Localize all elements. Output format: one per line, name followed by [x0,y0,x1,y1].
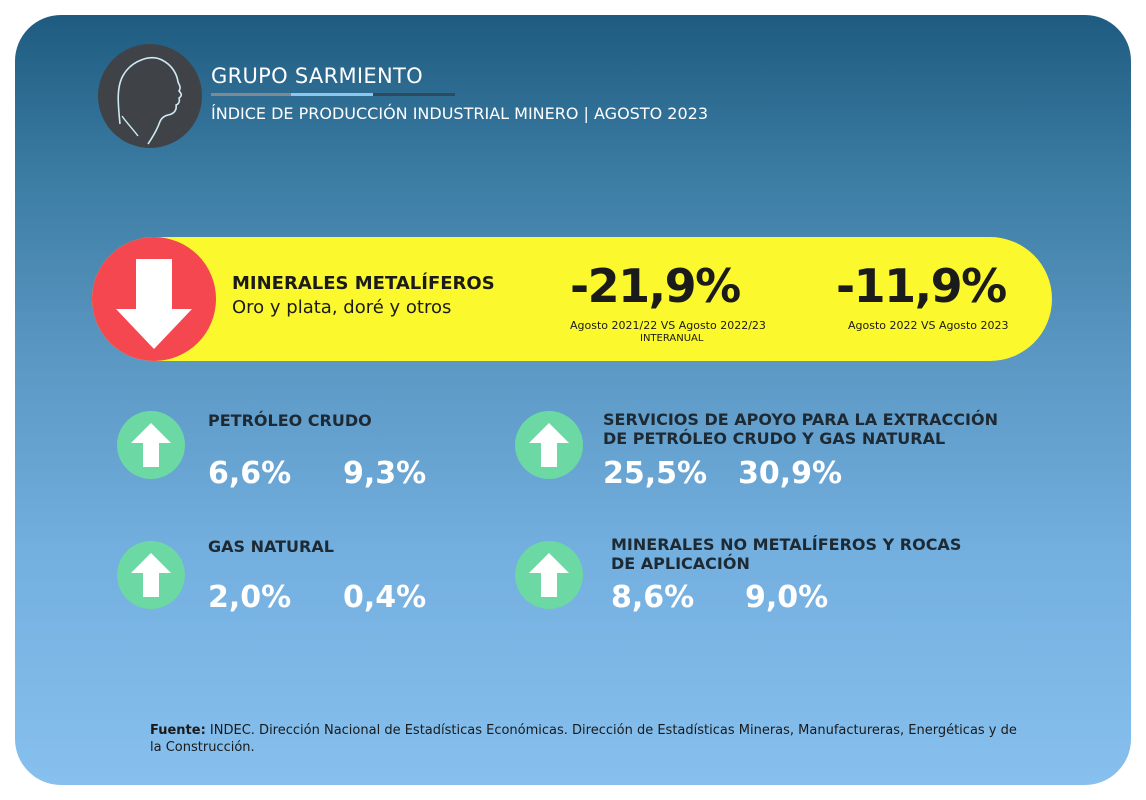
arrow-up-icon [515,411,583,479]
interanual-value: -21,9% [570,259,741,313]
hero-banner: MINERALES METALÍFEROS Oro y plata, doré … [92,237,1052,361]
hero-subtitle: Oro y plata, doré y otros [232,297,452,318]
item-value-servicios-2: 30,9% [738,456,843,491]
brand-name: GRUPO SARMIENTO [211,64,423,88]
item-value-servicios-1: 25,5% [603,456,708,491]
arrow-down-icon [92,237,216,361]
interanual-caption: Agosto 2021/22 VS Agosto 2022/23 [570,319,766,332]
item-value-petroleo-1: 6,6% [208,456,292,491]
brand-underline [211,93,455,96]
item-title-no-metaliferos: MINERALES NO METALÍFEROS Y ROCAS DE APLI… [611,535,962,573]
hero-title: MINERALES METALÍFEROS [232,273,495,294]
item-value-no-metaliferos-1: 8,6% [611,580,695,615]
interanual-note: INTERANUAL [640,333,704,344]
item-value-gas-2: 0,4% [343,580,427,615]
item-value-no-metaliferos-2: 9,0% [745,580,829,615]
arrow-up-icon [117,541,185,609]
source-label: Fuente: [150,723,206,738]
arrow-up-icon [515,541,583,609]
monthly-value: -11,9% [836,259,1007,313]
monthly-caption: Agosto 2022 VS Agosto 2023 [848,319,1009,332]
item-title-gas: GAS NATURAL [208,537,334,556]
page-subtitle: ÍNDICE DE PRODUCCIÓN INDUSTRIAL MINERO |… [211,104,708,123]
item-title-petroleo: PETRÓLEO CRUDO [208,411,372,430]
item-title-servicios: SERVICIOS DE APOYO PARA LA EXTRACCIÓN DE… [603,410,998,448]
item-value-gas-1: 2,0% [208,580,292,615]
item-value-petroleo-2: 9,3% [343,456,427,491]
source-note: Fuente: INDEC. Dirección Nacional de Est… [150,722,1030,756]
arrow-up-icon [117,411,185,479]
source-text: INDEC. Dirección Nacional de Estadística… [150,723,1017,755]
infographic-card [15,15,1131,785]
portrait-silhouette-icon [98,44,202,148]
